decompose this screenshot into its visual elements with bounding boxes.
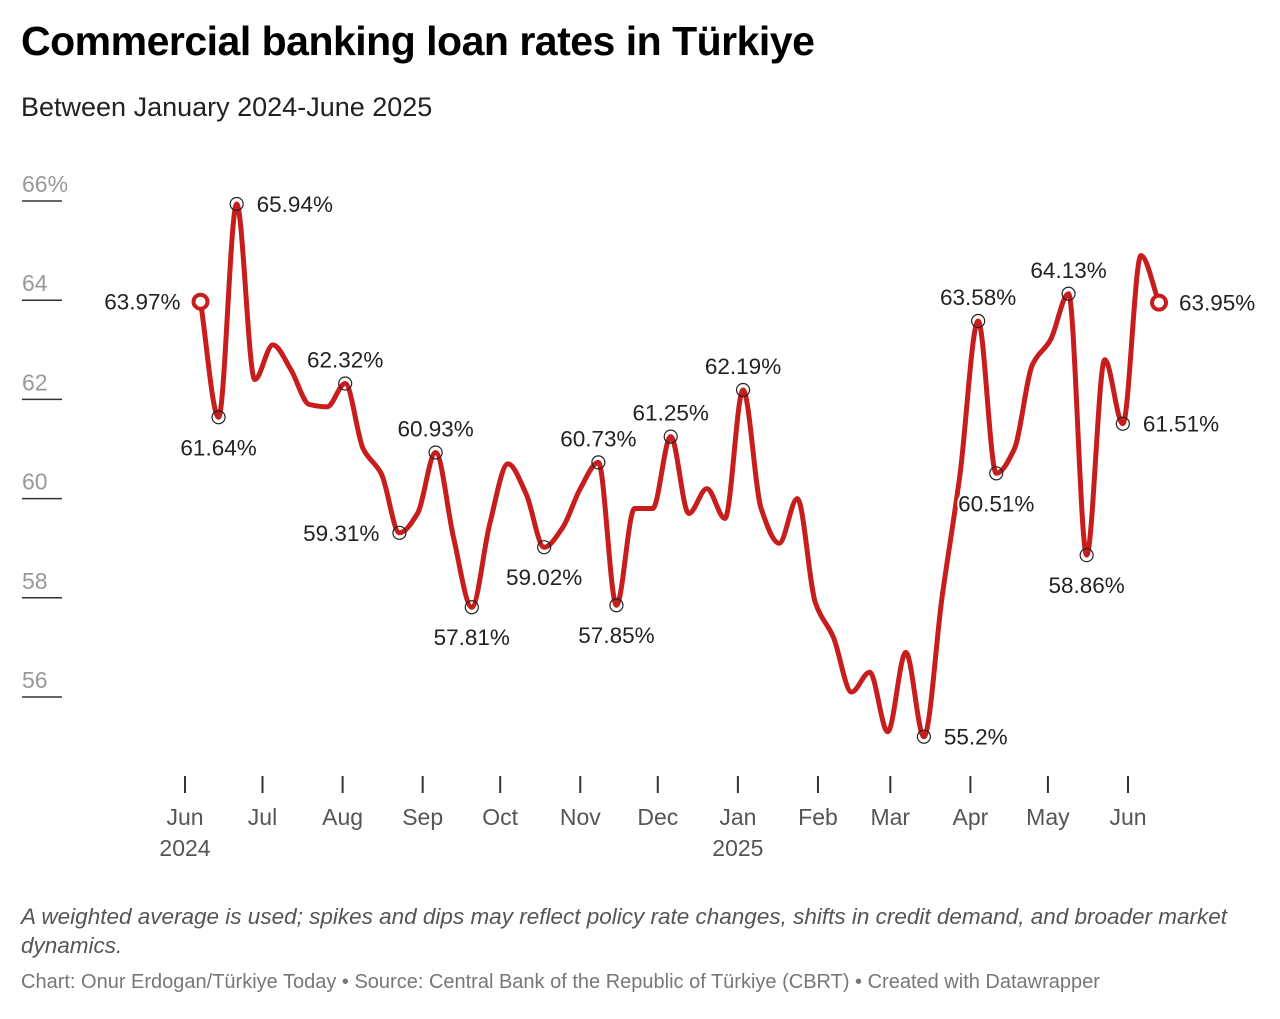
point-marker (1061, 286, 1076, 301)
data-label: 61.51% (1143, 412, 1219, 437)
chart-notes: A weighted average is used; spikes and d… (21, 904, 1228, 958)
endpoint-marker (1150, 293, 1169, 312)
point-marker (537, 540, 552, 555)
data-label: 60.51% (958, 491, 1034, 516)
data-label: 63.97% (104, 290, 180, 315)
x-tick-label: Aug (322, 804, 363, 830)
point-marker (229, 196, 244, 212)
data-label: 57.85% (578, 623, 654, 648)
point-marker (1115, 416, 1130, 431)
annotation-layer: 63.97% 61.64% 65.94% 62.32% 59.31% 60.93% 57.8… (102, 190, 1257, 752)
point-marker (591, 455, 606, 470)
marker-layer (191, 196, 1169, 744)
y-tick-label: 62 (22, 369, 48, 395)
point-marker (392, 525, 407, 540)
x-tick-label: Jul (248, 804, 277, 830)
x-tick-label: Apr (953, 804, 989, 830)
y-tick-label: 60 (22, 469, 48, 495)
chart-subtitle: Between January 2024-June 2025 (21, 92, 433, 122)
x-tick-label: Feb (798, 804, 838, 830)
x-tick-label: Dec (637, 804, 678, 830)
y-axis: 56 58 60 62 64 66% (22, 171, 68, 698)
data-label: 60.93% (397, 416, 473, 441)
x-tick-label: Sep (402, 804, 443, 830)
data-label: 59.31% (303, 521, 379, 546)
data-label: 64.13% (1030, 258, 1106, 283)
x-tick-label: Jan (719, 804, 756, 830)
x-tick-sublabel: 2025 (712, 835, 763, 861)
data-label: 63.95% (1179, 291, 1255, 316)
data-label: 59.02% (506, 565, 582, 590)
data-label: 63.58% (940, 285, 1016, 310)
data-label: 65.94% (257, 192, 333, 217)
series-line (198, 201, 1162, 740)
point-marker (735, 382, 751, 398)
chart-title: Commercial banking loan rates in Türkiye (21, 18, 815, 64)
chart-credit: Chart: Onur Erdogan/Türkiye Today • Sour… (21, 971, 1100, 993)
point-marker (428, 445, 443, 460)
endpoint-marker (191, 292, 210, 311)
x-axis: Jun 2024 Jul Aug Sep Oct Nov Dec Jan 2025 Feb Mar Ap… (159, 776, 1147, 861)
point-marker (609, 598, 624, 613)
point-marker (1079, 548, 1094, 563)
x-tick-label: Mar (870, 804, 910, 830)
data-label: 62.19% (705, 354, 781, 379)
data-label: 57.81% (434, 625, 510, 650)
x-tick-label: Oct (482, 804, 518, 830)
point-marker (663, 429, 678, 444)
y-tick-label: 58 (22, 568, 48, 594)
data-label: 61.25% (633, 401, 709, 426)
x-tick-sublabel: 2024 (159, 835, 210, 861)
x-tick-label: May (1026, 804, 1070, 830)
point-marker (211, 410, 226, 425)
point-marker (916, 729, 931, 744)
y-tick-label: 56 (22, 667, 48, 693)
series-layer (198, 201, 1162, 740)
data-label: 55.2% (944, 725, 1008, 750)
data-label: 58.86% (1049, 573, 1125, 598)
x-tick-label: Nov (560, 804, 601, 830)
data-label: 62.32% (307, 348, 383, 373)
point-marker (338, 376, 353, 391)
point-marker (989, 466, 1004, 481)
x-tick-label: Jun (166, 804, 203, 830)
data-label: 61.64% (180, 435, 256, 460)
y-tick-label: 64 (22, 270, 48, 296)
x-tick-label: Jun (1109, 804, 1146, 830)
data-label: 60.73% (560, 426, 636, 451)
y-tick-label: 66% (22, 171, 68, 197)
point-marker (464, 600, 479, 615)
point-marker (971, 313, 986, 329)
